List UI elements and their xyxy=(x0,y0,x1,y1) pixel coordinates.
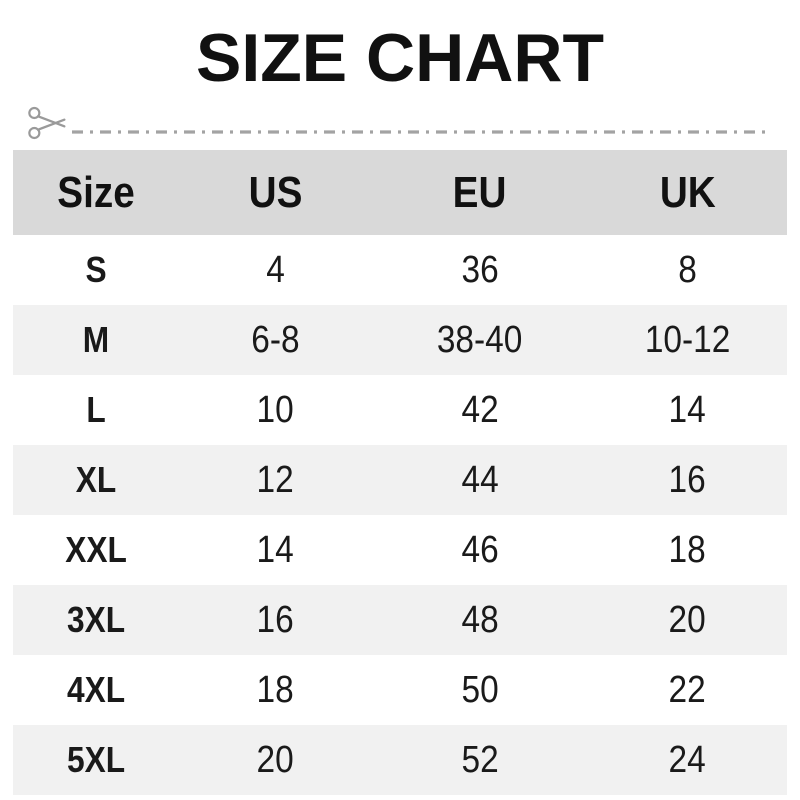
us-value: 18 xyxy=(256,668,294,711)
eu-value: 48 xyxy=(461,598,499,641)
table-row-4xl: 4XL 18 50 22 xyxy=(13,655,787,725)
uk-value: 24 xyxy=(668,738,707,781)
table-header-row: Size US EU UK xyxy=(13,150,787,235)
us-value: 20 xyxy=(256,738,294,781)
eu-value: 42 xyxy=(461,388,499,431)
eu-value: 38-40 xyxy=(436,318,523,361)
column-header-size: Size xyxy=(57,167,135,217)
eu-value: 52 xyxy=(461,738,499,781)
size-label: 5XL xyxy=(67,739,126,780)
uk-value: 16 xyxy=(668,458,707,501)
size-label: 3XL xyxy=(67,599,126,640)
uk-value: 8 xyxy=(678,248,697,291)
eu-value: 50 xyxy=(461,668,499,711)
us-value: 6-8 xyxy=(251,318,300,361)
table-row-xl: XL 12 44 16 xyxy=(13,445,787,515)
uk-value: 14 xyxy=(668,388,707,431)
table-row-3xl: 3XL 16 48 20 xyxy=(13,585,787,655)
us-value: 12 xyxy=(256,458,294,501)
eu-value: 44 xyxy=(461,458,499,501)
column-header-uk: UK xyxy=(659,167,716,217)
size-label: S xyxy=(85,249,107,290)
size-label: L xyxy=(86,389,106,430)
us-value: 14 xyxy=(256,528,294,571)
cut-line xyxy=(26,104,770,146)
uk-value: 10-12 xyxy=(644,318,731,361)
size-table: Size US EU UK S 4 36 8 M 6-8 38-40 10-12… xyxy=(13,150,787,795)
size-label: XXL xyxy=(65,529,128,570)
table-row-xxl: XXL 14 46 18 xyxy=(13,515,787,585)
column-header-eu: EU xyxy=(452,167,507,217)
uk-value: 20 xyxy=(668,598,707,641)
table-row-s: S 4 36 8 xyxy=(13,235,787,305)
size-label: XL xyxy=(75,459,117,500)
table-row-5xl: 5XL 20 52 24 xyxy=(13,725,787,795)
us-value: 16 xyxy=(256,598,294,641)
uk-value: 18 xyxy=(668,528,707,571)
page-title: SIZE CHART xyxy=(196,20,604,96)
size-chart-page: SIZE CHART Size US EU UK S 4 36 xyxy=(0,24,800,800)
us-value: 4 xyxy=(266,248,285,291)
scissors-icon xyxy=(26,103,66,148)
eu-value: 46 xyxy=(461,528,499,571)
dash-dot-line xyxy=(72,122,770,134)
size-label: 4XL xyxy=(67,669,126,710)
us-value: 10 xyxy=(256,388,294,431)
uk-value: 22 xyxy=(668,668,707,711)
table-row-l: L 10 42 14 xyxy=(13,375,787,445)
eu-value: 36 xyxy=(461,248,499,291)
table-row-m: M 6-8 38-40 10-12 xyxy=(13,305,787,375)
column-header-us: US xyxy=(248,167,303,217)
size-label: M xyxy=(83,319,110,360)
